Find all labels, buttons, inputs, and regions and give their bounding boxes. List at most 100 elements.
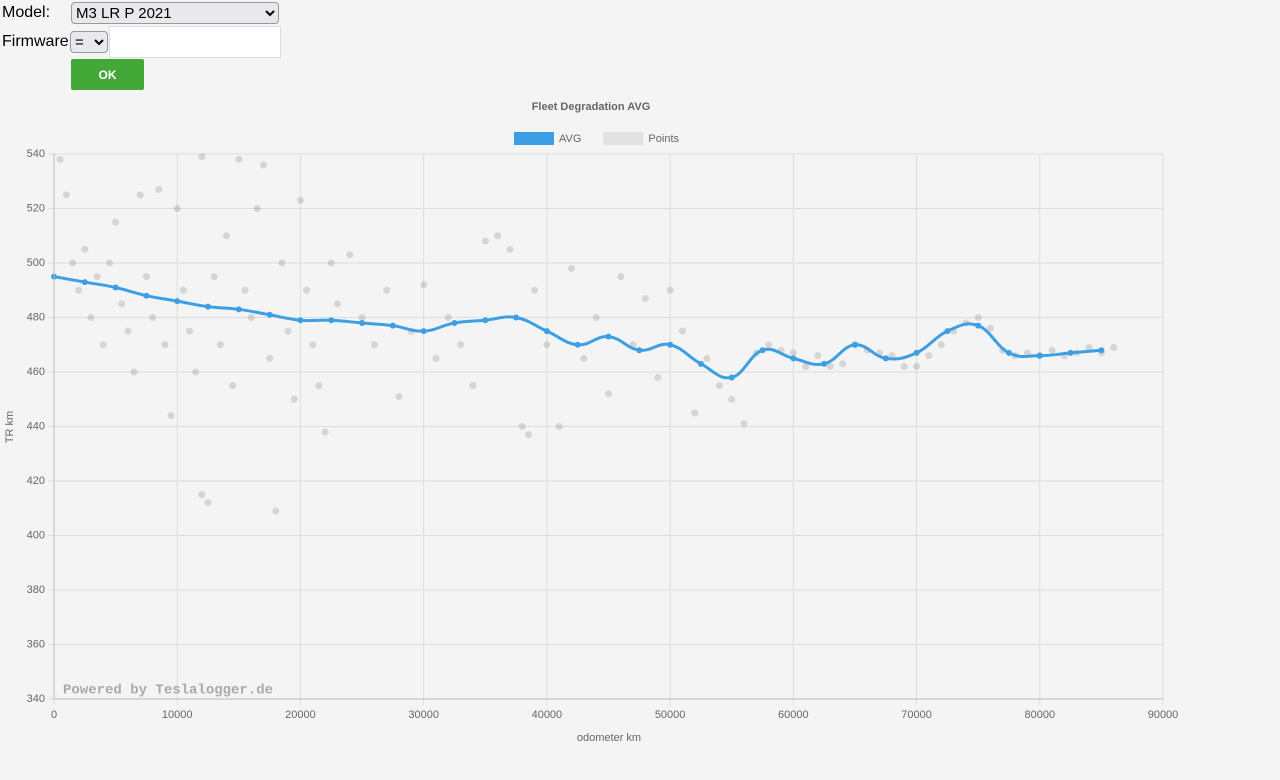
scatter-point: [666, 286, 674, 294]
scatter-point: [210, 273, 218, 281]
y-tick-label: 480: [27, 311, 45, 323]
x-tick-label: 90000: [1148, 709, 1179, 721]
scatter-point: [173, 205, 181, 212]
y-tick-label: 340: [27, 693, 45, 705]
firmware-input[interactable]: [109, 26, 281, 58]
scatter-point: [986, 324, 994, 332]
x-tick-label: 30000: [408, 709, 439, 721]
scatter-point: [506, 245, 514, 253]
watermark: Powered by Teslalogger.de: [63, 683, 273, 699]
scatter-point: [105, 259, 113, 267]
scatter-point: [1048, 346, 1056, 354]
avg-point: [420, 328, 427, 335]
x-tick-label: 80000: [1024, 709, 1055, 721]
scatter-point: [112, 218, 120, 226]
scatter-point: [444, 314, 452, 321]
scatter-point: [654, 373, 662, 381]
scatter-point: [99, 341, 107, 349]
scatter-point: [315, 382, 323, 390]
scatter-point: [296, 196, 304, 204]
avg-point: [81, 279, 88, 286]
scatter-point: [259, 161, 267, 169]
scatter-point: [186, 327, 194, 335]
avg-point: [451, 319, 458, 326]
scatter-point: [802, 363, 810, 371]
scatter-point: [235, 155, 243, 163]
x-tick-label: 0: [51, 709, 57, 721]
model-label: Model:: [2, 4, 51, 21]
model-select[interactable]: M3 LR P 2021: [71, 2, 279, 24]
scatter-point: [592, 314, 600, 321]
y-tick-label: 460: [27, 366, 45, 378]
scatter-point: [543, 341, 551, 349]
scatter-point: [87, 314, 95, 321]
y-tick-label: 520: [27, 202, 45, 214]
x-tick-label: 60000: [778, 709, 809, 721]
avg-point: [759, 347, 766, 354]
avg-point: [667, 341, 674, 348]
scatter-point: [358, 314, 366, 321]
scatter-point: [253, 205, 261, 212]
avg-point: [851, 341, 858, 348]
scatter-point: [728, 395, 736, 403]
y-tick-label: 420: [27, 475, 45, 487]
scatter-point: [75, 286, 83, 294]
scatter-point: [925, 352, 933, 360]
scatter-point: [272, 507, 280, 515]
scatter-point: [223, 232, 231, 240]
avg-point: [543, 328, 550, 335]
scatter-point: [118, 300, 126, 308]
y-tick-label: 500: [27, 257, 45, 269]
chart-title: Fleet Degradation AVG: [532, 101, 651, 113]
scatter-point: [494, 232, 502, 240]
scatter-point: [740, 420, 748, 428]
firmware-op-select[interactable]: =: [70, 31, 108, 53]
x-tick-label: 10000: [162, 709, 193, 721]
x-tick-label: 70000: [901, 709, 932, 721]
scatter-point: [327, 259, 335, 267]
scatter-point: [155, 185, 163, 193]
avg-point: [790, 355, 797, 362]
avg-point: [482, 317, 489, 324]
avg-point: [975, 322, 982, 329]
scatter-point: [81, 245, 89, 253]
avg-point: [697, 360, 704, 367]
avg-point: [1098, 347, 1105, 354]
ok-button[interactable]: OK: [71, 59, 144, 90]
avg-point: [882, 355, 889, 362]
y-axis-label: TR km: [4, 411, 16, 443]
avg-point: [143, 292, 150, 299]
scatter-point: [839, 360, 847, 368]
scatter-point: [204, 499, 212, 507]
scatter-point: [149, 314, 157, 321]
legend-label: Points: [648, 133, 679, 145]
avg-point: [1067, 349, 1074, 356]
chart: Fleet Degradation AVG odometer km TR km …: [4, 101, 1179, 744]
scatter-point: [1085, 343, 1093, 351]
scatter-point: [198, 153, 206, 161]
scatter-point: [524, 431, 532, 439]
scatter-point: [568, 264, 576, 272]
avg-point: [235, 306, 242, 313]
scatter-point: [383, 286, 391, 294]
scatter-point: [715, 382, 723, 390]
scatter-point: [605, 390, 612, 398]
scatter-point: [420, 281, 428, 289]
scatter-point: [278, 259, 286, 267]
scatter-point: [93, 273, 101, 281]
avg-point: [112, 284, 119, 291]
scatter-point: [321, 428, 329, 436]
avg-point: [728, 374, 735, 381]
avg-point: [174, 298, 181, 305]
scatter-point: [68, 259, 76, 267]
scatter-point: [62, 191, 70, 199]
x-tick-label: 50000: [655, 709, 686, 721]
avg-point: [205, 303, 212, 310]
scatter-point: [161, 341, 169, 349]
y-tick-label: 360: [27, 638, 45, 650]
avg-point: [328, 317, 335, 324]
scatter-point: [900, 363, 908, 371]
legend-swatch: [603, 132, 644, 145]
scatter-point: [333, 300, 341, 308]
legend-swatch: [514, 132, 554, 145]
